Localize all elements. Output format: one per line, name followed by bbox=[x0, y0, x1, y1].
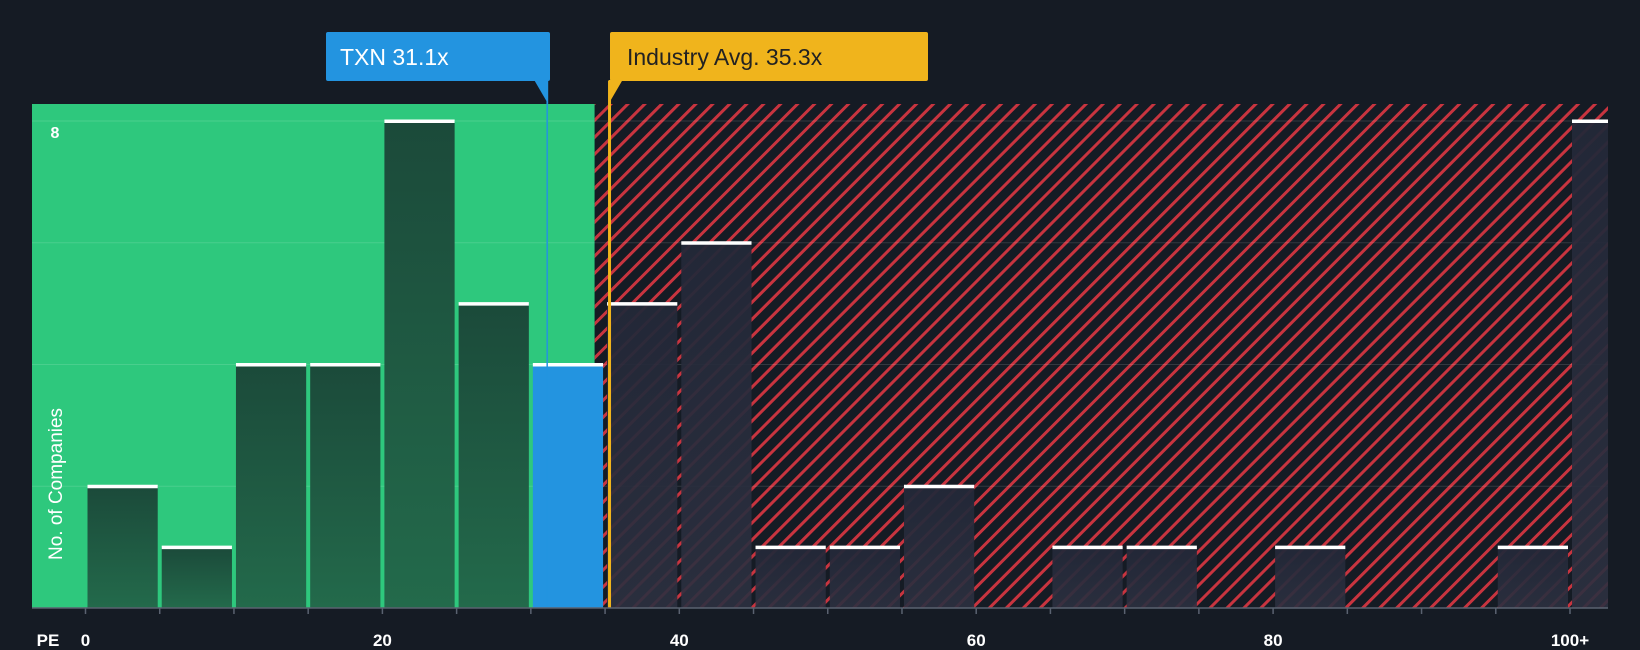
histogram-bar bbox=[829, 547, 900, 608]
company-pe-callout: TXN 31.1x bbox=[326, 32, 550, 81]
y-axis-title: No. of Companies bbox=[46, 408, 67, 560]
x-axis-title: PE bbox=[37, 631, 60, 650]
histogram-bar-cap bbox=[458, 302, 529, 306]
histogram-bar bbox=[1126, 547, 1197, 608]
histogram-bar-cap bbox=[384, 119, 455, 123]
value-markers bbox=[534, 80, 623, 608]
overvalued-zone bbox=[594, 104, 1608, 608]
histogram-bar bbox=[161, 547, 232, 608]
histogram-bar-cap bbox=[681, 241, 752, 245]
company-pe-label: TXN 31.1x bbox=[340, 44, 449, 70]
histogram-bar-cap bbox=[755, 545, 826, 550]
histogram-bar-cap bbox=[903, 484, 975, 489]
histogram-bar bbox=[1275, 547, 1346, 608]
industry-avg-label: Industry Avg. 35.3x bbox=[627, 44, 823, 70]
histogram-bar bbox=[458, 303, 529, 608]
histogram-bar bbox=[87, 486, 158, 608]
histogram-bar-cap bbox=[87, 484, 158, 489]
x-tick-label: 20 bbox=[373, 631, 392, 650]
histogram-bar-cap bbox=[607, 302, 678, 306]
y-axis-max-label: 8 bbox=[51, 125, 60, 142]
company-callout-box bbox=[326, 32, 550, 81]
histogram-bar bbox=[310, 364, 381, 608]
company-callout-pointer bbox=[534, 80, 549, 104]
histogram-bar-cap bbox=[1497, 545, 1568, 550]
histogram-bar-cap bbox=[1275, 545, 1346, 550]
histogram-bar bbox=[532, 364, 604, 608]
histogram-bar-cap bbox=[1126, 545, 1197, 550]
histogram-bar-cap bbox=[829, 545, 900, 550]
x-tick-label: 40 bbox=[670, 631, 689, 650]
x-tick-label: 80 bbox=[1264, 631, 1283, 650]
histogram-bar bbox=[607, 303, 678, 608]
industry-avg-callout: Industry Avg. 35.3x bbox=[610, 32, 928, 81]
histogram-bar-cap bbox=[532, 363, 604, 367]
histogram-bar-cap bbox=[1572, 119, 1608, 123]
histogram-bar-cap bbox=[1052, 545, 1123, 550]
histogram-bars bbox=[87, 119, 1608, 608]
industry-callout-pointer bbox=[608, 80, 623, 104]
x-tick-label: 100+ bbox=[1551, 631, 1589, 650]
histogram-bar-cap bbox=[235, 363, 307, 367]
histogram-bar bbox=[1572, 121, 1608, 608]
histogram-bar bbox=[681, 242, 752, 608]
histogram-bar-cap bbox=[310, 363, 381, 367]
x-tick-label: 0 bbox=[81, 631, 90, 650]
histogram-bar bbox=[755, 547, 826, 608]
x-axis: 0 20 40 60 80 100+ bbox=[32, 607, 1608, 650]
histogram-bar bbox=[903, 486, 975, 608]
industry-callout-box bbox=[610, 32, 928, 81]
histogram-bar bbox=[1497, 547, 1568, 608]
histogram-bar bbox=[384, 121, 455, 608]
x-tick-label: 60 bbox=[967, 631, 986, 650]
histogram-bar bbox=[1052, 547, 1123, 608]
histogram-bar bbox=[235, 364, 307, 608]
histogram-bar-cap bbox=[161, 545, 232, 550]
